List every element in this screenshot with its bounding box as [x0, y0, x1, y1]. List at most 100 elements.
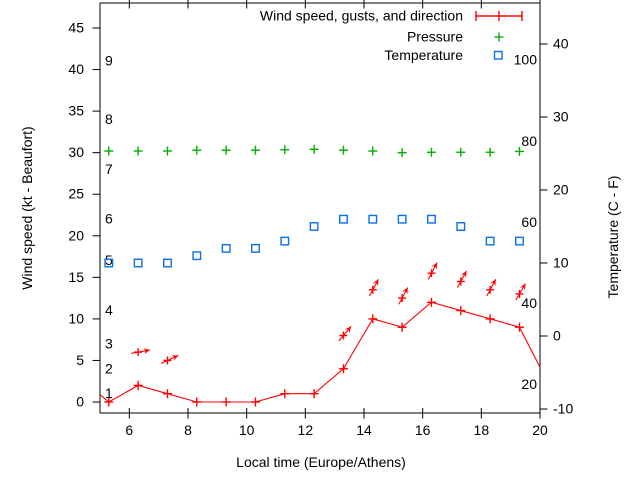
gust-arrow-head: [519, 283, 526, 291]
gust-arrow-head: [372, 279, 379, 287]
beaufort-label: 4: [105, 302, 113, 318]
pressure-point: [280, 145, 290, 155]
fahrenheit-label: 100: [514, 52, 538, 68]
wind-point: [514, 322, 524, 332]
axes-layer: 051015202530354045123456789-100102030402…: [68, 0, 573, 438]
pressure-point: [309, 144, 319, 154]
wind-point: [192, 397, 202, 407]
right-tick-label: 10: [553, 255, 569, 271]
fahrenheit-label: 40: [521, 295, 537, 311]
temperature-point: [133, 258, 143, 268]
wind-point: [485, 314, 495, 324]
wind-point: [397, 322, 407, 332]
wind-speed-series: [99, 297, 541, 407]
temperature-point: [163, 258, 172, 268]
right-tick-label: 40: [553, 36, 569, 52]
left-tick-label: 25: [68, 186, 84, 202]
wind-line: [99, 301, 541, 403]
left-tick-label: 15: [68, 269, 84, 285]
x-tick-label: 20: [532, 422, 548, 438]
left-axis-title: Wind speed (kt - Beaufort): [19, 126, 35, 289]
pressure-point: [104, 146, 114, 156]
temperature-point: [485, 236, 495, 246]
beaufort-label: 6: [105, 211, 113, 227]
pressure-point: [514, 146, 524, 156]
legend-label-wind: Wind speed, gusts, and direction: [260, 8, 463, 24]
pressure-point: [397, 148, 407, 158]
wind-point: [426, 297, 436, 307]
temperature-point: [368, 214, 378, 224]
legend-label-pressure: Pressure: [407, 29, 463, 45]
legend: Wind speed, gusts, and direction Pressur…: [260, 8, 523, 63]
x-tick-label: 12: [298, 422, 314, 438]
wind-point: [368, 314, 378, 324]
wind-point: [309, 389, 319, 399]
wind-point: [133, 380, 143, 390]
x-tick-label: 8: [184, 422, 192, 438]
wind-point: [221, 397, 231, 407]
beaufort-label: 5: [105, 252, 113, 268]
x-tick-label: 6: [125, 422, 133, 438]
temperature-series: [104, 214, 524, 268]
pressure-point: [162, 146, 172, 156]
wind-gust-direction-series: [131, 262, 526, 365]
left-tick-label: 10: [68, 310, 84, 326]
wind-point: [104, 397, 114, 407]
beaufort-label: 9: [105, 53, 113, 69]
gust-arrow-head: [143, 348, 150, 355]
fahrenheit-label: 80: [521, 133, 537, 149]
wind-point: [162, 389, 172, 399]
wind-point: [250, 397, 260, 407]
gust-arrow-head: [344, 326, 352, 334]
right-tick-label: 0: [553, 328, 561, 344]
temperature-point: [104, 258, 114, 268]
right-tick-label: 30: [553, 109, 569, 125]
pressure-point: [221, 145, 231, 155]
gust-arrow-head: [171, 355, 179, 361]
pressure-point: [250, 145, 260, 155]
temperature-point: [427, 214, 436, 224]
pressure-point: [485, 147, 495, 157]
temperature-point: [309, 222, 319, 231]
fahrenheit-label: 20: [521, 376, 537, 392]
beaufort-label: 2: [105, 360, 113, 376]
x-axis-title: Local time (Europe/Athens): [236, 454, 406, 470]
left-tick-label: 40: [68, 61, 84, 77]
x-tick-label: 18: [474, 422, 490, 438]
pressure-series: [104, 144, 524, 158]
left-tick-label: 45: [68, 20, 84, 36]
series-layer: [99, 144, 541, 407]
temperature-point: [339, 214, 348, 224]
gust-arrow-head: [460, 270, 467, 278]
legend-plus-sample-icon: [494, 32, 504, 42]
temperature-point: [456, 222, 466, 231]
wind-point: [338, 364, 348, 374]
pressure-point: [368, 146, 378, 156]
x-tick-label: 14: [356, 422, 372, 438]
pressure-point: [338, 145, 348, 155]
wind-point: [456, 306, 466, 316]
left-tick-label: 35: [68, 103, 84, 119]
pressure-point: [426, 147, 436, 157]
pressure-point: [456, 147, 466, 157]
fahrenheit-label: 60: [521, 214, 537, 230]
temperature-point: [515, 236, 524, 246]
gust-arrow-head: [402, 287, 408, 295]
beaufort-label: 8: [105, 111, 113, 127]
left-tick-label: 0: [76, 394, 84, 410]
beaufort-label: 3: [105, 335, 113, 351]
legend-square-sample-icon: [493, 50, 503, 60]
gust-arrow-head: [431, 262, 438, 270]
temperature-point: [221, 243, 231, 253]
temperature-point: [280, 236, 290, 246]
right-tick-label: 20: [553, 182, 569, 198]
left-tick-label: 5: [76, 352, 84, 368]
right-tick-label: -10: [553, 401, 573, 417]
legend-label-temperature: Temperature: [384, 47, 463, 63]
temperature-point: [192, 251, 202, 261]
pressure-point: [133, 146, 143, 156]
x-tick-label: 10: [239, 422, 255, 438]
pressure-point: [192, 145, 202, 155]
beaufort-label: 7: [105, 161, 113, 177]
